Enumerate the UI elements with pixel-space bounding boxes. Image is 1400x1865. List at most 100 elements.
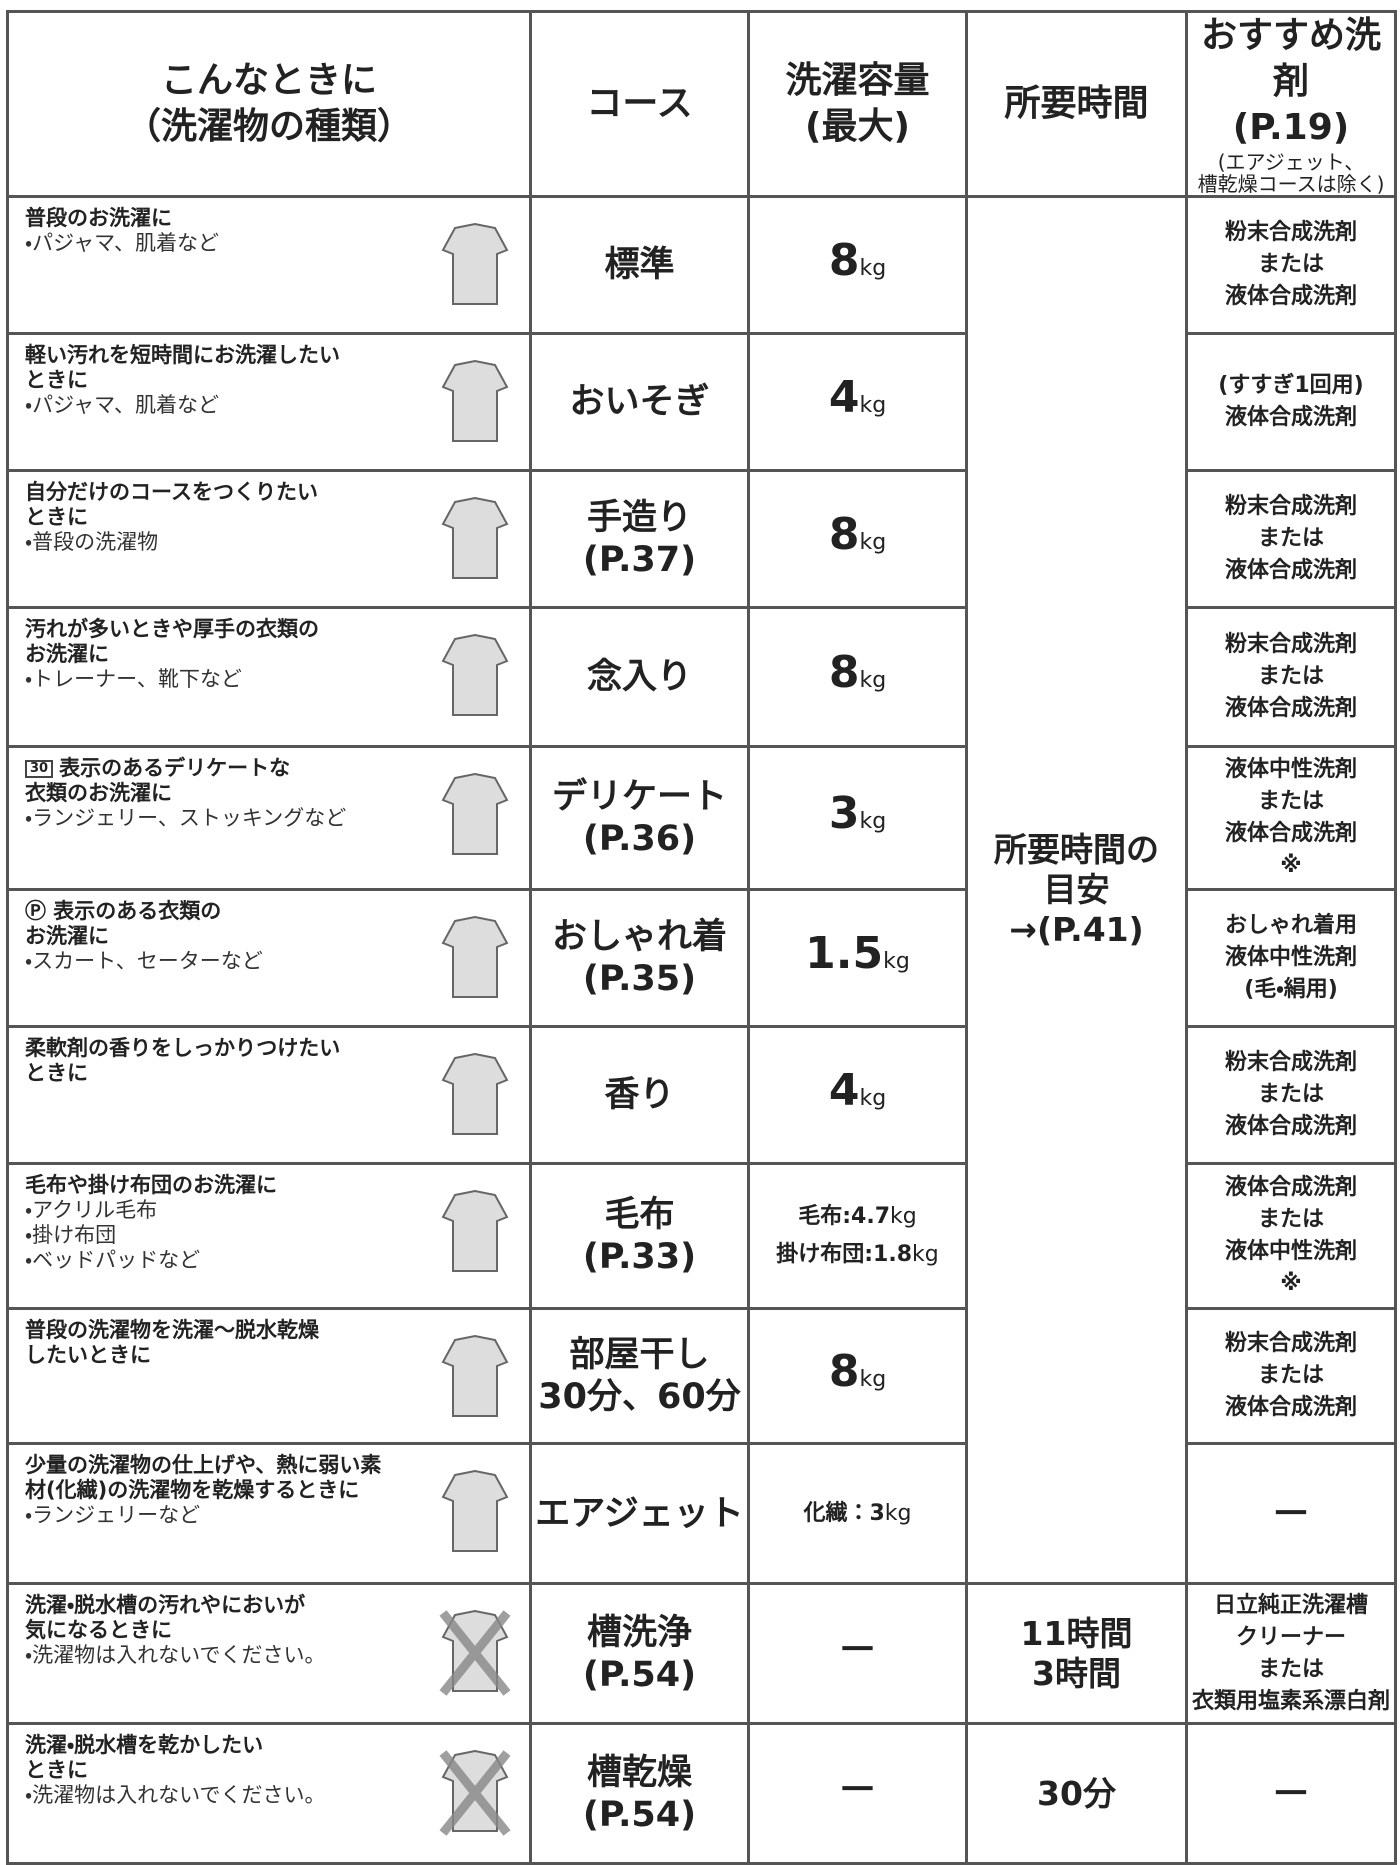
capacity-value: 8	[828, 647, 860, 698]
header-note: 槽乾燥コースは除く)	[1197, 172, 1385, 196]
capacity-cell: 化繊：3kg	[747, 1442, 968, 1585]
situation-item: ・スカート、セーターなど	[25, 949, 263, 973]
course-table: こんなときに （洗濯物の種類） コース 洗濯容量 (最大) 所要時間 おすすめ洗剤 (P.19…	[6, 10, 1397, 1865]
situation-cell: 柔軟剤の香りをしっかりつけたい ときに	[6, 1025, 532, 1165]
detergent-text: クリーナー	[1235, 1624, 1346, 1650]
table-row: 少量の洗濯物の仕上げや、熱に弱い素 材(化繊)の洗濯物を乾燥するときに ・ランジェリ…	[6, 1442, 1397, 1585]
detergent-text: 液体中性洗剤	[1224, 945, 1357, 970]
detergent-cell: 粉末合成洗剤 または 液体合成洗剤	[1185, 1307, 1397, 1445]
detergent-text: 液体合成洗剤	[1224, 1395, 1357, 1420]
capacity-unit: kg	[912, 1242, 939, 1267]
situation-cell: Ⓟ 表示のある衣類の お洗濯に ・スカート、セーターなど	[6, 888, 532, 1028]
clothing-icon	[441, 1189, 509, 1272]
header-text: 所要時間	[1004, 83, 1149, 124]
clothing-icon	[441, 496, 509, 579]
time-cell: 所要時間の 目安 →(P.41)	[965, 195, 1188, 1585]
course-name: (P.35)	[582, 959, 697, 999]
detergent-text: 日立純正洗濯槽	[1213, 1592, 1368, 1618]
course-name: 念入り	[586, 657, 692, 697]
capacity-value: 3	[828, 788, 860, 839]
capacity-line: 4kg	[750, 376, 965, 425]
capacity-line: 毛布:4.7kg	[750, 1198, 965, 1236]
situation-title: 毛布や掛け布団のお洗濯に	[25, 1173, 277, 1197]
course-cell: 手造り (P.37)	[529, 469, 750, 609]
situation-title: ときに	[25, 368, 88, 392]
course-name: 標準	[604, 245, 675, 285]
course-name: 槽乾燥	[586, 1752, 692, 1793]
time-text: 3時間	[1032, 1653, 1121, 1693]
situation-title: 汚れが多いときや厚手の衣類の	[25, 617, 319, 641]
capacity-value: －	[837, 1767, 878, 1813]
detergent-text: (毛・絹用)	[1244, 977, 1338, 1002]
capacity-cell: －	[747, 1582, 968, 1725]
course-cell: おいそぎ	[529, 332, 750, 472]
table-row: 柔軟剤の香りをしっかりつけたい ときに 香り 4kg 粉末合成洗剤 または 液体合成洗剤	[6, 1025, 1397, 1165]
capacity-cell: 4kg	[747, 332, 968, 472]
time-cell: 11時間 3時間	[965, 1582, 1188, 1725]
course-name: 手造り	[586, 498, 692, 538]
detergent-cell: 液体合成洗剤 または 液体中性洗剤 ※	[1185, 1162, 1397, 1310]
table-row: 軽い汚れを短時間にお洗濯したい ときに ・パジャマ、肌着など おいそぎ 4kg (すすぎ1…	[6, 332, 1397, 472]
capacity-cell: 4kg	[747, 1025, 968, 1165]
detergent-text: 粉末合成洗剤	[1224, 494, 1357, 519]
detergent-text: ※	[1280, 853, 1302, 878]
capacity-unit: kg	[884, 1500, 912, 1526]
capacity-value: 4	[828, 1065, 860, 1116]
header-note: (エアジェット、	[1217, 150, 1365, 174]
situation-title: ときに	[25, 1061, 88, 1085]
course-name: 香り	[604, 1075, 675, 1115]
table-row: 30 表示のあるデリケートな 衣類のお洗濯に ・ランジェリー、ストッキングなど デリケー…	[6, 745, 1397, 891]
capacity-unit: kg	[859, 1086, 887, 1111]
capacity-cell: 8kg	[747, 469, 968, 609]
header-text: コース	[586, 83, 693, 124]
clothing-icon	[441, 359, 509, 442]
situation-item: ・ベッドパッドなど	[25, 1248, 201, 1272]
detergent-cell: 液体中性洗剤 または 液体合成洗剤 ※	[1185, 745, 1397, 891]
situation-title: ときに	[25, 1758, 88, 1782]
course-cell: 槽洗浄 (P.54)	[529, 1582, 750, 1725]
course-name: デリケート	[551, 777, 727, 817]
situation-title: 普段の洗濯物を洗濯～脱水乾燥	[25, 1318, 319, 1342]
capacity-unit: kg	[859, 256, 887, 281]
situation-item: ・ランジェリー、ストッキングなど	[25, 806, 347, 830]
detergent-text: 液体合成洗剤	[1224, 1175, 1357, 1200]
situation-cell: 毛布や掛け布団のお洗濯に ・アクリル毛布 ・掛け布団 ・ベッドパッドなど	[6, 1162, 532, 1310]
capacity-value: 3	[869, 1500, 885, 1526]
detergent-text: 液体合成洗剤	[1224, 558, 1357, 583]
capacity-value: 8	[828, 235, 860, 286]
capacity-label: 掛け布団:	[776, 1242, 874, 1267]
detergent-text: 液体合成洗剤	[1224, 284, 1357, 309]
capacity-line: 3kg	[750, 792, 965, 841]
course-cell: 毛布 (P.33)	[529, 1162, 750, 1310]
situation-title: 少量の洗濯物の仕上げや、熱に弱い素	[25, 1453, 382, 1477]
capacity-label: 化繊：	[803, 1500, 870, 1526]
situation-item: ・洗濯物は入れないでください。	[25, 1783, 326, 1807]
table-row: 自分だけのコースをつくりたい ときに ・普段の洗濯物 手造り (P.37) 8kg 粉末合成…	[6, 469, 1397, 609]
situation-title: 柔軟剤の香りをしっかりつけたい	[25, 1036, 341, 1060]
capacity-value: 1.8	[873, 1242, 913, 1267]
situation-cell: 少量の洗濯物の仕上げや、熱に弱い素 材(化繊)の洗濯物を乾燥するときに ・ランジェリ…	[6, 1442, 532, 1585]
capacity-cell: －	[747, 1722, 968, 1865]
capacity-unit: kg	[859, 393, 887, 418]
clothing-icon	[441, 1052, 509, 1135]
detergent-text: 衣類用塩素系漂白剤	[1191, 1688, 1390, 1714]
situation-title: 洗濯・脱水槽の汚れやにおいが	[25, 1593, 306, 1617]
header-text: （洗濯物の種類）	[124, 106, 413, 147]
situation-item: ・掛け布団	[25, 1223, 117, 1247]
capacity-line: 8kg	[750, 239, 965, 288]
capacity-line: －	[750, 1770, 965, 1816]
header-cell: こんなときに （洗濯物の種類）	[6, 10, 532, 198]
detergent-text: 液体合成洗剤	[1224, 405, 1357, 430]
situation-item: ・トレーナー、靴下など	[25, 667, 242, 691]
capacity-line: 8kg	[750, 651, 965, 700]
detergent-text: 粉末合成洗剤	[1224, 632, 1357, 657]
detergent-text: 粉末合成洗剤	[1224, 1050, 1357, 1075]
situation-title: お洗濯に	[25, 642, 109, 666]
detergent-cell: おしゃれ着用 液体中性洗剤 (毛・絹用)	[1185, 888, 1397, 1028]
header-text: おすすめ洗剤	[1200, 15, 1381, 102]
wash-symbol: 30	[25, 760, 54, 778]
situation-cell: 軽い汚れを短時間にお洗濯したい ときに ・パジャマ、肌着など	[6, 332, 532, 472]
course-name: (P.33)	[582, 1237, 697, 1277]
header-text: こんなときに	[160, 60, 377, 101]
